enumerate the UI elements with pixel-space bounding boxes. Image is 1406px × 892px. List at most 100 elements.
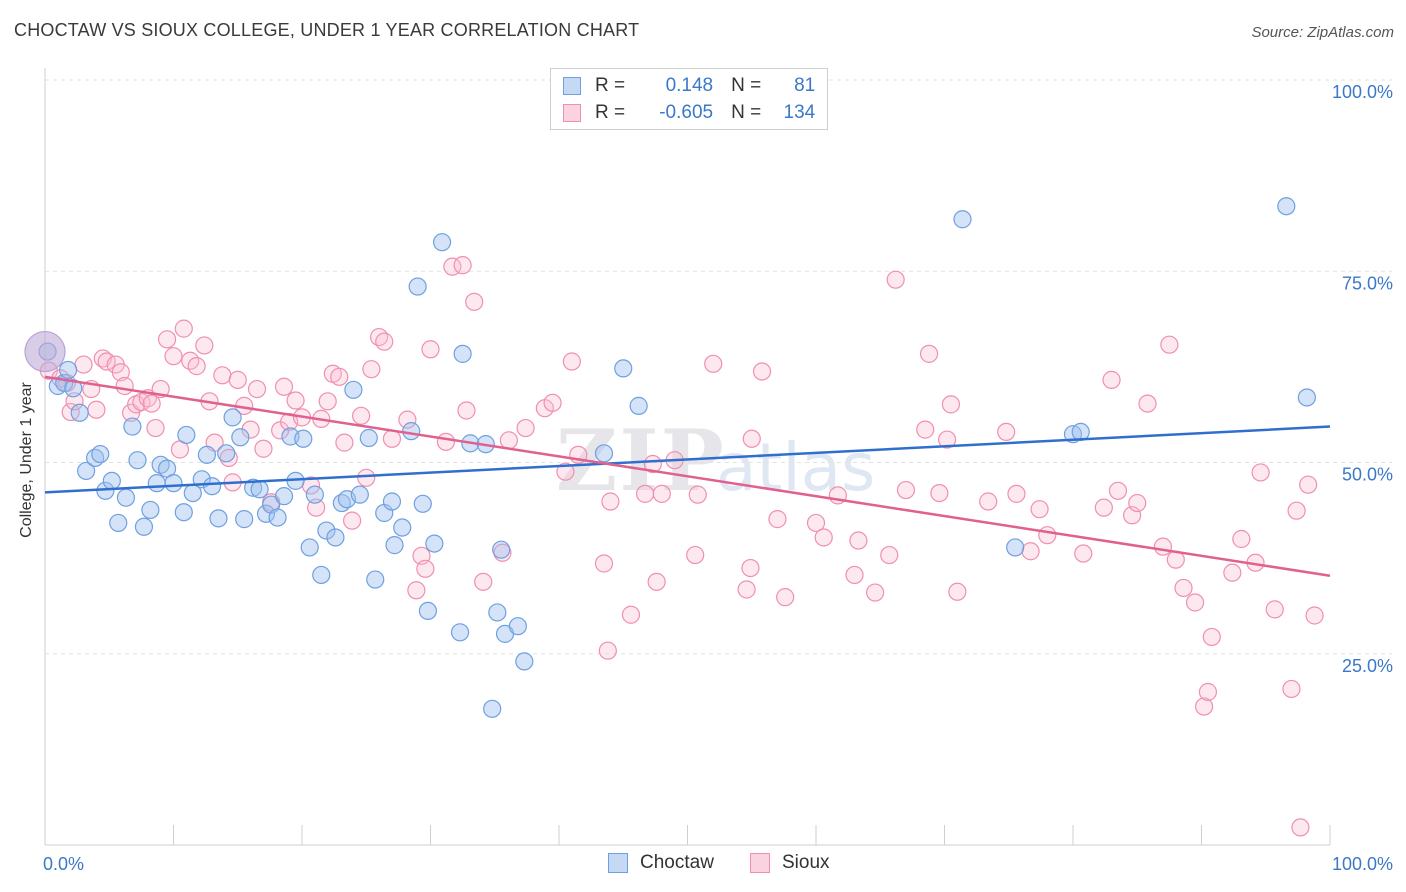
sioux-point: [318, 392, 337, 411]
choctaw-point: [453, 344, 472, 363]
sioux-point: [228, 370, 247, 389]
sioux-point: [157, 330, 177, 349]
correlation-legend: R = 0.148 N = 81 R = -0.605 N = 134: [550, 68, 828, 130]
sioux-point: [930, 484, 949, 503]
sioux-point: [362, 360, 381, 379]
choctaw-point: [317, 521, 336, 540]
sioux-point: [241, 420, 260, 439]
legend-label-choctaw: Choctaw: [640, 852, 714, 873]
choctaw-point: [425, 534, 444, 553]
sioux-point: [111, 363, 130, 382]
sioux-point: [562, 352, 581, 371]
choctaw-point: [450, 623, 470, 642]
sioux-point: [1194, 697, 1214, 716]
sioux-point: [421, 340, 440, 359]
choctaw-point: [91, 444, 110, 464]
sioux-point: [806, 513, 826, 533]
sioux-point: [1074, 544, 1093, 563]
sioux-point: [142, 394, 161, 413]
choctaw-point: [312, 565, 331, 585]
sioux-point: [776, 588, 795, 607]
sioux-point: [335, 433, 354, 452]
sioux-point: [741, 558, 760, 578]
sioux-point: [457, 401, 476, 420]
sioux-point: [1021, 542, 1040, 561]
n-value: 134: [783, 102, 816, 123]
choctaw-point: [483, 699, 502, 718]
sioux-point: [398, 410, 417, 429]
sioux-point: [979, 492, 998, 511]
sioux-point: [556, 462, 575, 481]
choctaw-swatch: [563, 77, 581, 95]
choctaw-point: [141, 500, 160, 520]
n-label: N =: [731, 102, 762, 123]
sioux-point: [65, 392, 84, 411]
sioux-point: [814, 528, 833, 547]
sioux-point: [187, 357, 206, 376]
sioux-point: [601, 492, 620, 511]
choctaw-point: [256, 504, 276, 523]
choctaw-point: [147, 474, 166, 493]
choctaw-point: [123, 417, 142, 436]
choctaw-point: [202, 477, 222, 496]
choctaw-point: [102, 471, 121, 490]
sioux-swatch: [750, 853, 770, 873]
trend-lines: [44, 375, 1331, 577]
sioux-point: [493, 543, 512, 562]
sioux-point: [621, 605, 641, 624]
sioux-point: [174, 319, 193, 338]
sioux-trend-line: [44, 375, 1331, 577]
sioux-point: [1223, 563, 1242, 582]
choctaw-point: [223, 408, 242, 427]
sioux-point: [916, 420, 935, 439]
choctaw-point: [231, 428, 250, 447]
sioux-point: [647, 572, 666, 591]
choctaw-point: [488, 603, 507, 622]
sioux-point: [635, 484, 655, 503]
legend-label-sioux: Sioux: [782, 852, 830, 873]
sioux-point: [652, 484, 671, 503]
sioux-point: [474, 572, 493, 591]
sioux-point: [1007, 484, 1026, 503]
sioux-point: [594, 554, 614, 573]
sioux-point: [752, 362, 772, 381]
y-tick-label: 50.0%: [1342, 465, 1393, 485]
sioux-point: [247, 379, 267, 399]
choctaw-point: [408, 277, 427, 296]
sioux-point: [146, 418, 165, 438]
legend-item-sioux: Sioux: [750, 852, 830, 874]
choctaw-point: [402, 422, 421, 441]
choctaw-point: [614, 359, 633, 378]
choctaw-point: [393, 518, 412, 537]
n-value: 81: [794, 75, 816, 96]
r-value: 0.148: [665, 75, 714, 96]
choctaw-point: [953, 210, 972, 229]
sioux-point: [1108, 481, 1128, 500]
sioux-point: [343, 511, 362, 530]
y-tick-label: 100.0%: [1332, 82, 1393, 102]
sioux-point: [768, 510, 787, 529]
sioux-point: [195, 336, 214, 355]
choctaw-point: [59, 360, 78, 380]
choctaw-point: [432, 233, 452, 252]
sioux-point: [937, 430, 957, 449]
sioux-point: [1138, 394, 1157, 413]
r-value: -0.605: [659, 102, 714, 123]
sioux-point: [543, 393, 562, 412]
sioux-point: [1128, 493, 1147, 513]
choctaw-point: [594, 444, 614, 463]
sioux-point: [1102, 370, 1121, 389]
choctaw-point: [629, 396, 648, 415]
n-label: N =: [731, 75, 762, 96]
sioux-point: [845, 565, 864, 585]
choctaw-point: [134, 517, 154, 536]
choctaw-point: [385, 536, 404, 555]
sioux-point: [357, 468, 376, 487]
choctaw-point: [418, 601, 438, 621]
sioux-point: [849, 531, 868, 550]
sioux-point: [1265, 600, 1284, 619]
sioux-point: [1174, 578, 1193, 598]
choctaw-point: [326, 528, 345, 547]
choctaw-point: [492, 540, 511, 559]
